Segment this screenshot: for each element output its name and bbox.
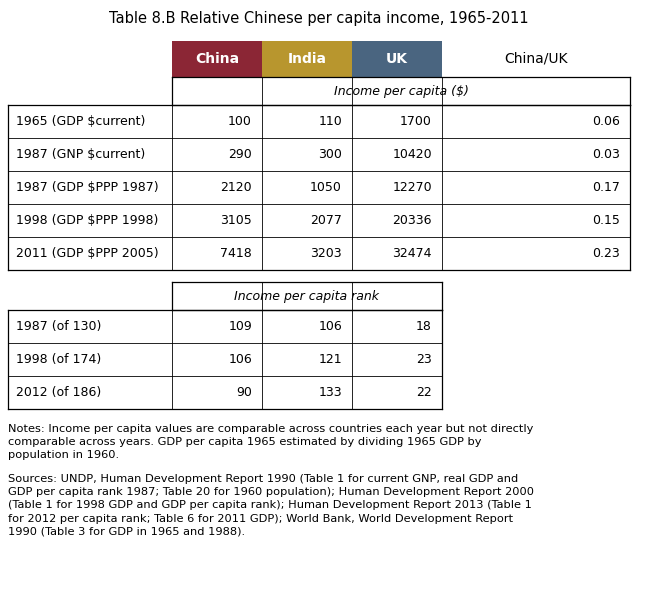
Text: 290: 290 — [228, 148, 252, 161]
Text: Sources: UNDP, Human Development Report 1990 (Table 1 for current GNP, real GDP : Sources: UNDP, Human Development Report … — [8, 474, 534, 537]
Text: 3203: 3203 — [310, 247, 342, 260]
Text: Table 8.B Relative Chinese per capita income, 1965-2011: Table 8.B Relative Chinese per capita in… — [109, 12, 529, 27]
Text: Notes: Income per capita values are comparable across countries each year but no: Notes: Income per capita values are comp… — [8, 424, 533, 460]
Text: 12270: 12270 — [393, 181, 432, 194]
Text: 106: 106 — [228, 353, 252, 366]
Text: 90: 90 — [236, 386, 252, 399]
Text: 32474: 32474 — [393, 247, 432, 260]
Text: Income per capita rank: Income per capita rank — [235, 289, 380, 303]
Text: China: China — [195, 52, 239, 66]
Text: 1987 (GDP $PPP 1987): 1987 (GDP $PPP 1987) — [16, 181, 159, 194]
Text: 133: 133 — [318, 386, 342, 399]
Text: 1998 (of 174): 1998 (of 174) — [16, 353, 101, 366]
Text: Income per capita ($): Income per capita ($) — [334, 85, 469, 97]
Text: 20336: 20336 — [393, 214, 432, 227]
Text: 109: 109 — [228, 320, 252, 333]
Text: 2077: 2077 — [310, 214, 342, 227]
Text: 1998 (GDP $PPP 1998): 1998 (GDP $PPP 1998) — [16, 214, 158, 227]
Bar — [172, 41, 262, 77]
Text: 1987 (GNP $current): 1987 (GNP $current) — [16, 148, 145, 161]
Text: 1987 (of 130): 1987 (of 130) — [16, 320, 101, 333]
Text: 0.06: 0.06 — [592, 115, 620, 128]
Text: 110: 110 — [318, 115, 342, 128]
Text: 100: 100 — [228, 115, 252, 128]
Text: 2120: 2120 — [220, 181, 252, 194]
Text: 106: 106 — [318, 320, 342, 333]
Text: 0.23: 0.23 — [592, 247, 620, 260]
Text: 1965 (GDP $current): 1965 (GDP $current) — [16, 115, 145, 128]
Text: 0.17: 0.17 — [592, 181, 620, 194]
Bar — [262, 41, 352, 77]
Text: 3105: 3105 — [220, 214, 252, 227]
Text: 2011 (GDP $PPP 2005): 2011 (GDP $PPP 2005) — [16, 247, 159, 260]
Text: UK: UK — [386, 52, 408, 66]
Text: 300: 300 — [318, 148, 342, 161]
Text: 7418: 7418 — [220, 247, 252, 260]
Text: 2012 (of 186): 2012 (of 186) — [16, 386, 101, 399]
Text: 0.03: 0.03 — [592, 148, 620, 161]
Text: 1700: 1700 — [400, 115, 432, 128]
Text: 10420: 10420 — [393, 148, 432, 161]
Text: 1050: 1050 — [310, 181, 342, 194]
Bar — [352, 41, 442, 77]
Text: China/UK: China/UK — [504, 52, 568, 66]
Text: 18: 18 — [416, 320, 432, 333]
Text: India: India — [288, 52, 327, 66]
Text: 121: 121 — [318, 353, 342, 366]
Text: 0.15: 0.15 — [592, 214, 620, 227]
Text: 23: 23 — [416, 353, 432, 366]
Text: 22: 22 — [416, 386, 432, 399]
